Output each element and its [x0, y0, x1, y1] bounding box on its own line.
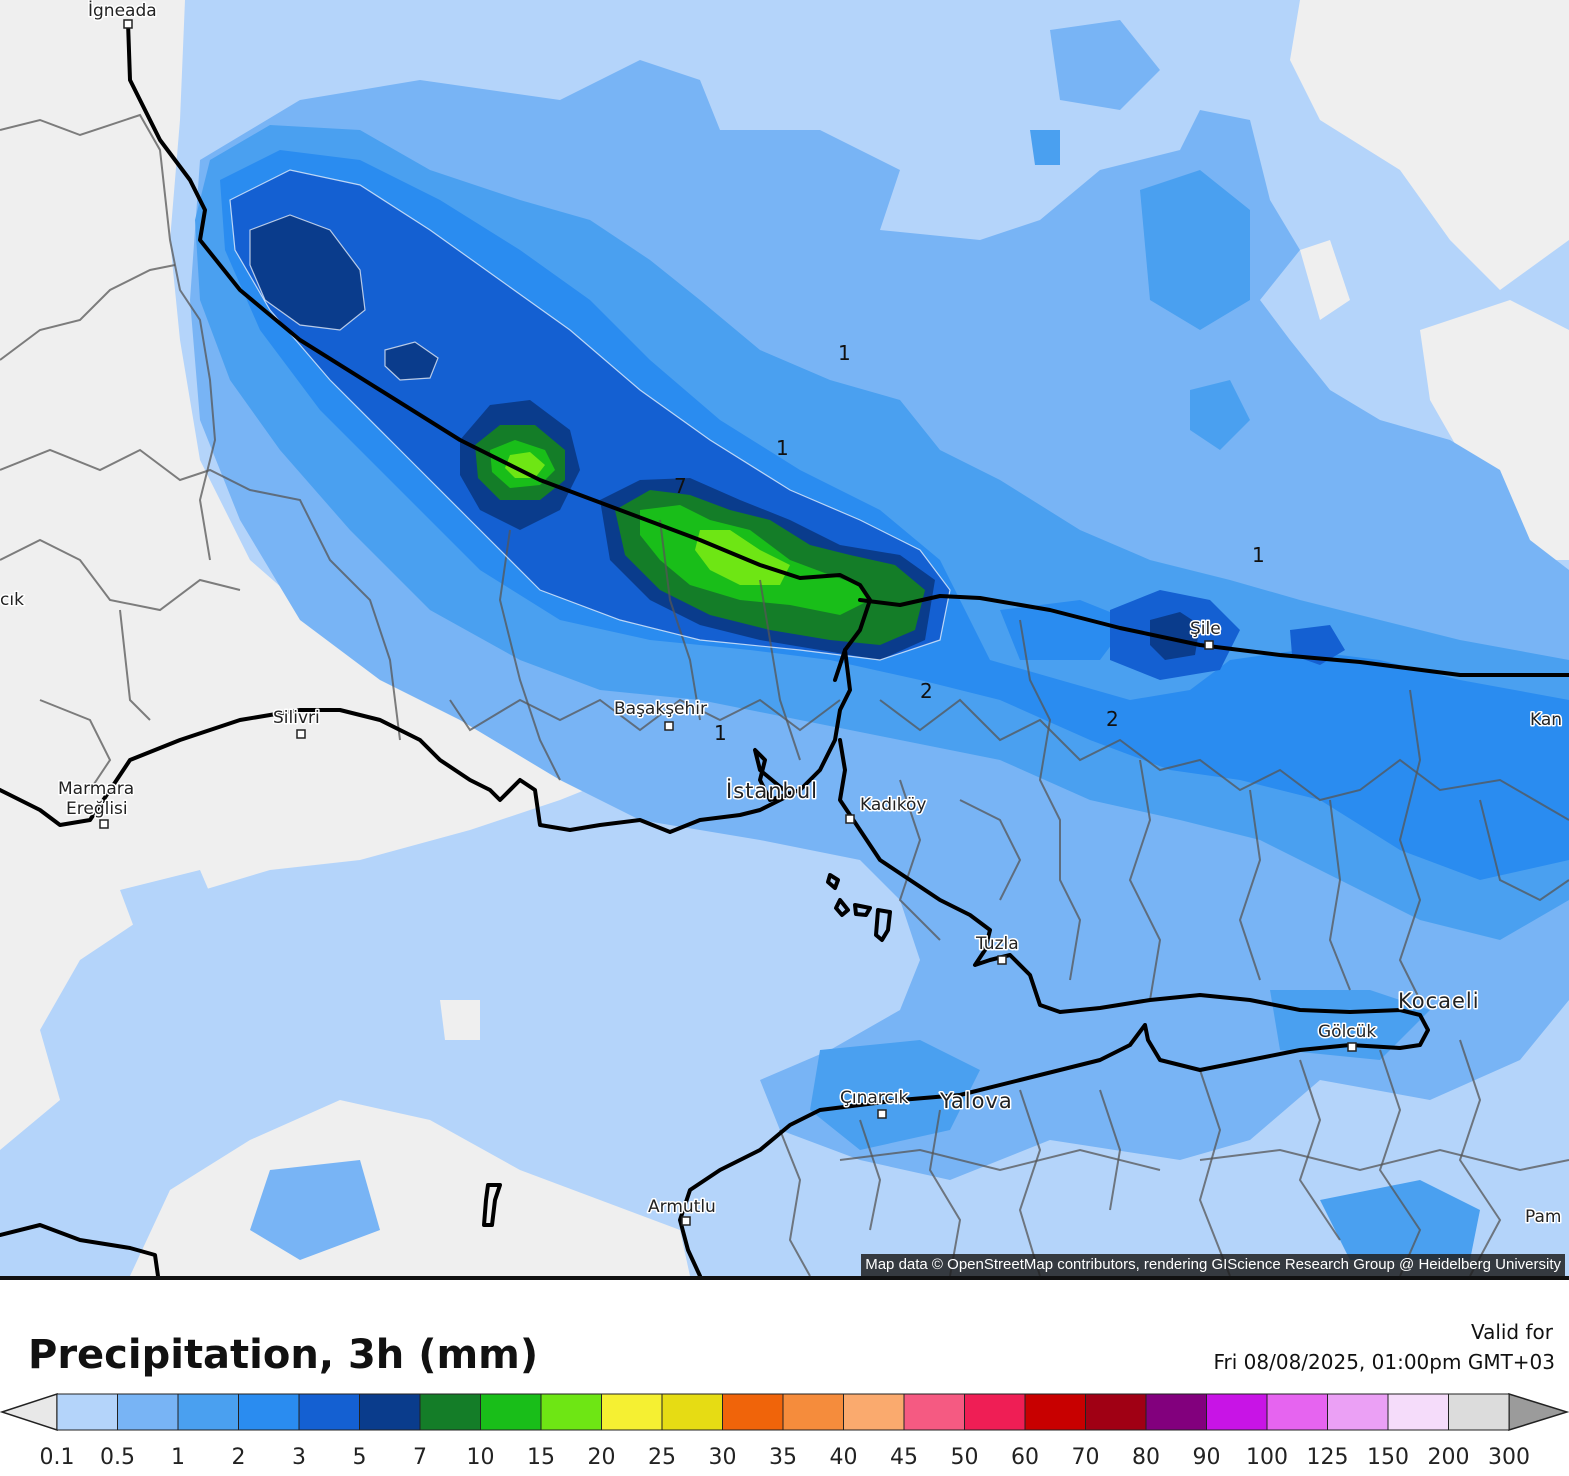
contour-label: 1 — [1252, 543, 1265, 567]
scale-tick-label: 10 — [467, 1445, 495, 1470]
contour-value-labels: 1 1 1 1 2 2 7 — [674, 341, 1265, 745]
place-label-golcuk[interactable]: Gölcük — [1317, 1021, 1378, 1044]
color-scale: 0.1 0.5 1 2 3 5 7 10 15 20 25 30 35 40 45 50 60 70 80 90 100… — [0, 1392, 1569, 1470]
scale-tick-label: 25 — [648, 1445, 676, 1470]
scale-swatch — [1206, 1393, 1268, 1431]
scale-tick-label: 45 — [890, 1445, 918, 1470]
contour-label: 1 — [838, 341, 851, 365]
scale-swatch — [56, 1393, 118, 1431]
scale-swatch — [601, 1393, 663, 1431]
scale-swatch — [1024, 1393, 1086, 1431]
city-marker-basaksehir[interactable] — [664, 721, 674, 731]
scale-tick-label: 5 — [353, 1445, 367, 1470]
scale-tick-label: 35 — [769, 1445, 797, 1470]
scale-tick-label: 70 — [1072, 1445, 1100, 1470]
precipitation-map[interactable]: İgneada Silivri Marmara Ereğlisi Başakşe… — [0, 0, 1569, 1276]
place-label-kan[interactable]: Kan — [1529, 709, 1564, 732]
scale-tick-label: 3 — [292, 1445, 306, 1470]
city-marker-golcuk[interactable] — [1347, 1042, 1357, 1052]
map-canvas: İgneada Silivri Marmara Ereğlisi Başakşe… — [0, 0, 1569, 1276]
city-marker-cinarcik[interactable] — [877, 1109, 887, 1119]
legend-panel: Precipitation, 3h (mm) Valid for Fri 08/… — [0, 1276, 1569, 1472]
scale-swatch — [1327, 1393, 1389, 1431]
scale-tick-label: 7 — [413, 1445, 427, 1470]
contour-lines — [229, 169, 951, 661]
place-label-sile[interactable]: Şile — [1189, 618, 1223, 641]
scale-tick-label: 125 — [1307, 1445, 1349, 1470]
city-marker-igneada[interactable] — [123, 19, 133, 29]
scale-tick-label: 20 — [588, 1445, 616, 1470]
place-label-igneada[interactable]: İgneada — [87, 0, 159, 23]
valid-for-label: Valid for — [1470, 1320, 1553, 1344]
scale-swatch — [540, 1393, 602, 1431]
city-marker-kadikoy[interactable] — [845, 814, 855, 824]
scale-swatch — [722, 1393, 784, 1431]
place-label-kocaeli[interactable]: Kocaeli — [1397, 988, 1481, 1015]
scale-tick-label: 100 — [1246, 1445, 1288, 1470]
scale-tick-label: 30 — [709, 1445, 737, 1470]
scale-tick-label: 2 — [232, 1445, 246, 1470]
contour-label: 2 — [1106, 707, 1119, 731]
city-marker-tuzla[interactable] — [997, 955, 1007, 965]
place-labels: İgneada Silivri Marmara Ereğlisi Başakşe… — [0, 0, 1564, 1229]
scale-swatch — [964, 1393, 1026, 1431]
place-label-cinarcik[interactable]: Çınarcık — [839, 1087, 910, 1110]
city-marker-armutlu[interactable] — [681, 1216, 691, 1226]
scale-tick-label: 60 — [1011, 1445, 1039, 1470]
scale-swatch — [1387, 1393, 1449, 1431]
scale-swatch — [843, 1393, 905, 1431]
scale-swatch — [661, 1393, 723, 1431]
place-label-pam[interactable]: Pam — [1524, 1206, 1563, 1229]
legend-title: Precipitation, 3h (mm) — [28, 1332, 539, 1378]
place-label-marmara[interactable]: Marmara — [57, 778, 136, 801]
scale-tick-label: 0.5 — [100, 1445, 135, 1470]
scale-swatch — [1448, 1393, 1510, 1431]
place-label-silivri[interactable]: Silivri — [272, 707, 322, 730]
map-attribution[interactable]: Map data © OpenStreetMap contributors, r… — [861, 1254, 1565, 1276]
admin-borders — [0, 113, 1569, 1276]
contour-label: 2 — [920, 679, 933, 703]
scale-swatch — [359, 1393, 421, 1431]
scale-swatch — [177, 1393, 239, 1431]
place-label-basaksehir[interactable]: Başakşehir — [613, 698, 709, 721]
place-label-kadikoy[interactable]: Kadıköy — [859, 794, 928, 817]
scale-swatch — [782, 1393, 844, 1431]
scale-tick-label: 50 — [951, 1445, 979, 1470]
city-marker-sile[interactable] — [1204, 640, 1214, 650]
scale-tick-label: 200 — [1428, 1445, 1470, 1470]
contour-label: 1 — [776, 436, 789, 460]
scale-tick-label: 90 — [1193, 1445, 1221, 1470]
scale-swatch — [480, 1393, 542, 1431]
city-marker-marmara-ereglisi[interactable] — [99, 819, 109, 829]
scale-swatch — [117, 1393, 179, 1431]
scale-swatch — [419, 1393, 481, 1431]
city-markers — [99, 19, 1357, 1226]
place-label-tuzla[interactable]: Tuzla — [974, 933, 1021, 956]
scale-tick-label: 1 — [171, 1445, 185, 1470]
coastlines — [0, 20, 1569, 1276]
city-marker-silivri[interactable] — [296, 729, 306, 739]
scale-swatch — [238, 1393, 300, 1431]
place-label-istanbul[interactable]: İstanbul — [725, 777, 819, 805]
scale-swatch — [1085, 1393, 1147, 1431]
scale-swatch — [903, 1393, 965, 1431]
place-label-yalova[interactable]: Yalova — [938, 1088, 1014, 1115]
place-label-ereglisi[interactable]: Ereğlisi — [65, 798, 130, 821]
scale-swatch — [1266, 1393, 1328, 1431]
scale-tick-label: 15 — [527, 1445, 555, 1470]
scale-tick-label: 300 — [1488, 1445, 1530, 1470]
scale-tick-label: 150 — [1367, 1445, 1409, 1470]
contour-label: 1 — [714, 721, 727, 745]
place-label-cik[interactable]: cık — [0, 589, 26, 612]
scale-swatch — [298, 1393, 360, 1431]
scale-swatch — [1145, 1393, 1207, 1431]
contour-label: 7 — [674, 474, 687, 498]
valid-time: Fri 08/08/2025, 01:00pm GMT+03 — [1213, 1350, 1555, 1374]
scale-high-arrow — [1508, 1392, 1569, 1432]
scale-tick-label: 0.1 — [40, 1445, 75, 1470]
scale-tick-label: 80 — [1132, 1445, 1160, 1470]
scale-tick-label: 40 — [830, 1445, 858, 1470]
place-label-armutlu[interactable]: Armutlu — [647, 1196, 718, 1219]
scale-low-arrow — [0, 1392, 58, 1432]
